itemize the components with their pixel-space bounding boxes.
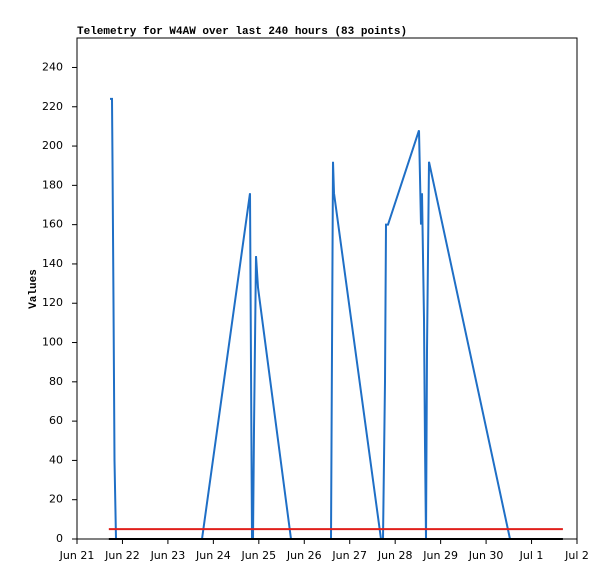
y-tick-label: 160: [42, 218, 63, 231]
x-tick-label: Jun 27: [331, 549, 367, 562]
x-tick-label: Jun 21: [59, 549, 95, 562]
x-tick-label: Jun 29: [422, 549, 458, 562]
y-tick-label: 180: [42, 178, 63, 191]
y-tick-label: 220: [42, 100, 63, 113]
chart-title: Telemetry for W4AW over last 240 hours (…: [77, 26, 407, 38]
y-tick-label: 40: [49, 453, 63, 466]
y-tick-label: 140: [42, 257, 63, 270]
y-tick-label: 200: [42, 139, 63, 152]
y-tick-label: 100: [42, 336, 63, 349]
y-tick-label: 120: [42, 296, 63, 309]
y-tick-label: 240: [42, 60, 63, 73]
y-tick-label: 60: [49, 414, 63, 427]
x-tick-label: Jul 2: [564, 549, 589, 562]
x-tick-label: Jul 1: [519, 549, 544, 562]
x-tick-label: Jun 25: [240, 549, 276, 562]
series-line: [110, 97, 511, 540]
x-tick-label: Jun 23: [150, 549, 186, 562]
y-tick-label: 80: [49, 375, 63, 388]
x-tick-label: Jun 26: [286, 549, 322, 562]
x-tick-label: Jun 28: [377, 549, 413, 562]
y-tick-label: 20: [49, 493, 63, 506]
x-tick-label: Jun 24: [195, 549, 231, 562]
y-axis-label: Values: [28, 269, 40, 309]
x-tick-label: Jun 22: [104, 549, 140, 562]
x-tick-label: Jun 30: [468, 549, 504, 562]
plot-frame: [76, 37, 578, 540]
y-tick-label: 0: [56, 532, 63, 545]
